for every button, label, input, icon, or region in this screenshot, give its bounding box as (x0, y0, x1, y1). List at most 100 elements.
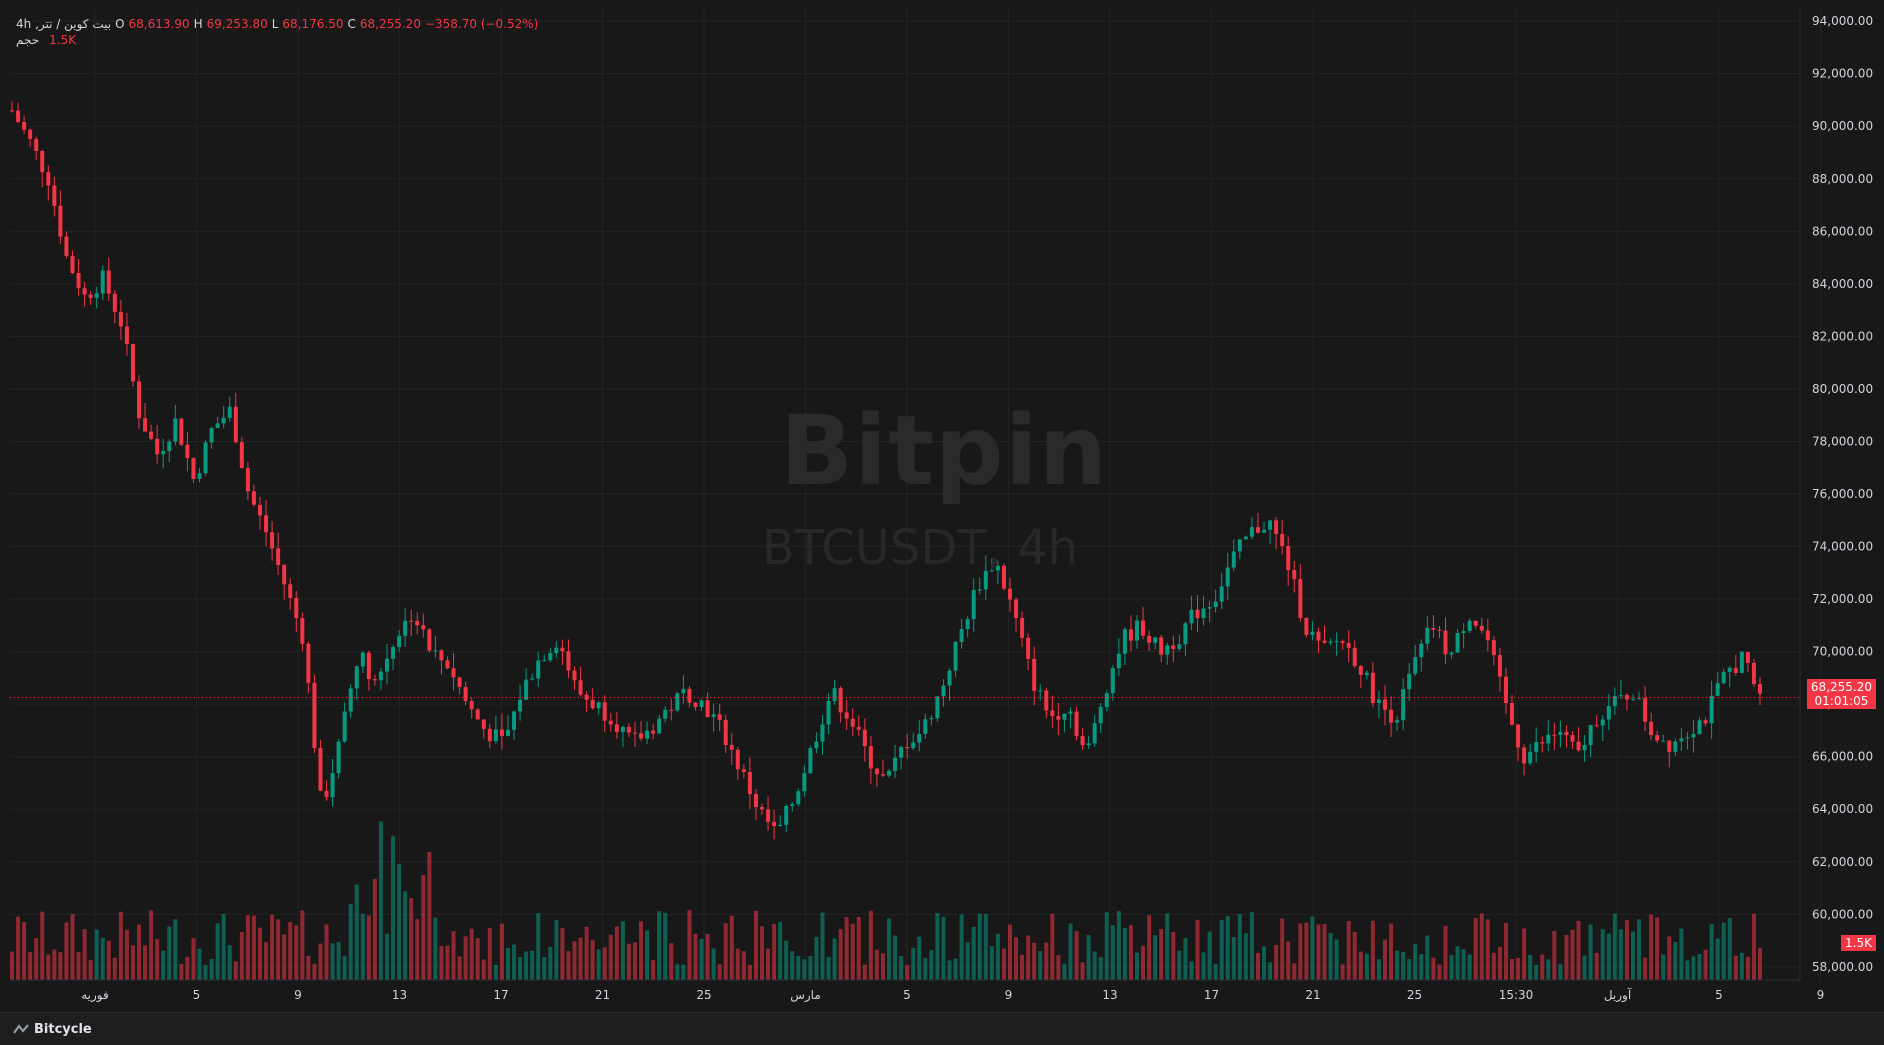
volume-bar (729, 915, 734, 980)
candle-body (257, 504, 262, 516)
time-tick-label: 25 (696, 988, 711, 1002)
volume-bar (1425, 935, 1430, 980)
candle-body (1697, 720, 1702, 735)
candle-body (1582, 744, 1587, 751)
volume-bar (1431, 957, 1436, 980)
price-tick-label: 82,000.00 (1812, 329, 1873, 343)
candle-body (1570, 735, 1575, 742)
brand[interactable]: Bitcycle (12, 1022, 92, 1037)
candle-body (608, 720, 613, 725)
volume-bar (336, 942, 341, 980)
volume-bar (868, 910, 873, 980)
volume-bar (366, 915, 371, 980)
volume-bar (1419, 954, 1424, 980)
volume-bar (1358, 951, 1363, 980)
volume-bar (499, 923, 504, 980)
candle-body (572, 670, 577, 681)
candle-body (155, 438, 160, 455)
candle-body (868, 746, 873, 769)
candle-body (1231, 551, 1236, 568)
volume-bar (518, 957, 523, 980)
volume-bar (288, 921, 293, 980)
volume-bar (433, 917, 438, 980)
price-tick-label: 88,000.00 (1812, 172, 1873, 186)
candle-body (463, 686, 468, 702)
volume-bar (191, 938, 196, 980)
candle-body (1219, 586, 1224, 602)
volume-bar (239, 931, 244, 980)
candle-body (294, 597, 299, 619)
volume-bar (1237, 913, 1242, 980)
volume-bar (1503, 922, 1508, 980)
volume-bar (1316, 924, 1321, 980)
volume-bar (143, 945, 148, 980)
candle-body (1147, 635, 1152, 643)
candle-body (1074, 711, 1079, 736)
volume-bar (197, 948, 202, 980)
volume-bar (88, 960, 93, 980)
candle-body (1183, 623, 1188, 645)
last-price-tag: 68,255.20 01:01:05 (1806, 679, 1876, 709)
candle-body (844, 712, 849, 719)
candle-body (1050, 710, 1055, 717)
volume-label[interactable]: حجم (16, 33, 40, 47)
candle-body (409, 620, 414, 622)
volume-bar (590, 940, 595, 980)
volume-bar (560, 928, 565, 980)
volume-bar (741, 951, 746, 980)
candle-body (40, 150, 45, 173)
volume-bar (391, 836, 396, 980)
candle-body (1171, 645, 1176, 649)
candle-body (76, 272, 81, 289)
volume-bar (620, 921, 625, 980)
low-value: 68,176.50 (282, 17, 344, 31)
volume-bar (22, 922, 27, 980)
candle-body (106, 270, 111, 294)
symbol-title[interactable]: بیت کوین / تتر, 4h (16, 17, 112, 31)
volume-bar (530, 950, 535, 980)
volume-bar (977, 913, 982, 980)
close-label: C (347, 17, 356, 31)
volume-bar (1038, 951, 1043, 980)
time-tick-label: فوریه (81, 988, 109, 1003)
volume-bar (161, 950, 166, 980)
volume-bar (820, 912, 825, 980)
candle-body (185, 444, 190, 459)
candle-body (548, 652, 553, 661)
volume-bar (717, 964, 722, 980)
volume-bar (893, 935, 898, 980)
candle-body (52, 185, 57, 206)
volume-bar (1745, 956, 1750, 980)
candle-body (1310, 631, 1315, 635)
candle-body (1062, 713, 1067, 720)
candle-body (233, 406, 238, 443)
candle-body (1001, 565, 1006, 589)
volume-bar (1007, 924, 1012, 980)
volume-bar (1044, 942, 1049, 980)
volume-bar (130, 945, 135, 980)
volume-bar (312, 963, 317, 980)
candle-body (493, 729, 498, 742)
grid (10, 8, 1821, 980)
candle-body (1262, 529, 1267, 533)
candle-body (1425, 628, 1430, 644)
volume-bar (1576, 920, 1581, 980)
candle-body (1467, 620, 1472, 632)
candle-body (1026, 637, 1031, 659)
volume-bar (1274, 944, 1279, 980)
candle-body (487, 728, 492, 742)
candle-body (348, 688, 353, 712)
volume-bar (772, 923, 777, 980)
time-tick-label: 15:30 (1499, 988, 1534, 1002)
candlestick-plot[interactable]: 94,000.00 92,000.00 90,000.00 88,000.00 86,0… (0, 0, 1884, 1012)
volume-bar (245, 915, 250, 980)
candle-body (1364, 672, 1369, 676)
volume-bar (1691, 956, 1696, 980)
volume-bar (1516, 957, 1521, 980)
volume-bar (856, 916, 861, 980)
candle-body (137, 381, 142, 419)
chart-area[interactable]: 94,000.00 92,000.00 90,000.00 88,000.00 86,0… (0, 0, 1884, 1012)
candle-body (58, 205, 63, 237)
candle-body (118, 311, 123, 327)
time-tick-label: 9 (1005, 988, 1013, 1002)
